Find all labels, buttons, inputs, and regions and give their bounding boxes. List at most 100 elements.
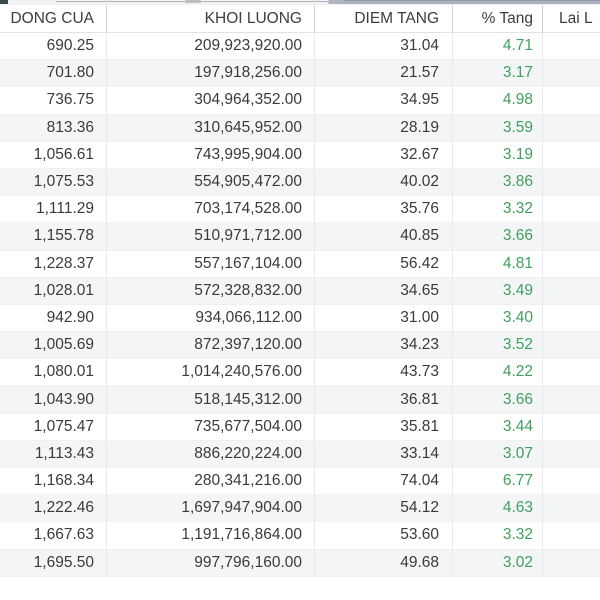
column-header-dong-cua[interactable]: DONG CUA — [0, 5, 107, 32]
cell-pct-tang[interactable]: 3.32 — [453, 196, 543, 223]
table-row[interactable]: 1,005.69 872,397,120.00 34.23 3.52 — [0, 332, 600, 360]
column-header-diem-tang[interactable]: DIEM TANG — [315, 5, 453, 32]
cell-lai[interactable] — [543, 278, 600, 304]
cell-lai[interactable] — [543, 495, 600, 521]
cell-dong-cua[interactable]: 1,155.78 — [0, 223, 107, 250]
cell-diem-tang[interactable]: 31.04 — [315, 33, 453, 60]
cell-dong-cua[interactable]: 690.25 — [0, 33, 107, 60]
cell-dong-cua[interactable]: 1,075.47 — [0, 413, 107, 440]
cell-dong-cua[interactable]: 1,222.46 — [0, 495, 107, 522]
cell-khoi-luong[interactable]: 554,905,472.00 — [107, 168, 315, 196]
table-row[interactable]: 942.90 934,066,112.00 31.00 3.40 — [0, 304, 600, 333]
cell-diem-tang[interactable]: 21.57 — [315, 60, 453, 87]
cell-pct-tang[interactable]: 4.98 — [453, 87, 543, 114]
cell-dong-cua[interactable]: 1,028.01 — [0, 277, 107, 304]
table-row[interactable]: 1,080.01 1,014,240,576.00 43.73 4.22 — [0, 359, 600, 387]
table-row[interactable]: 1,075.47 735,677,504.00 35.81 3.44 — [0, 413, 600, 441]
cell-pct-tang[interactable]: 3.52 — [453, 332, 543, 359]
table-row[interactable]: 1,228.37 557,167,104.00 56.42 4.81 — [0, 250, 600, 278]
cell-khoi-luong[interactable]: 310,645,952.00 — [107, 114, 315, 141]
table-row[interactable]: 690.25 209,923,920.00 31.04 4.71 — [0, 33, 600, 61]
cell-lai[interactable] — [543, 196, 600, 222]
column-header-khoi-luong[interactable]: KHOI LUONG — [107, 5, 315, 32]
cell-khoi-luong[interactable]: 872,397,120.00 — [107, 332, 315, 359]
cell-khoi-luong[interactable]: 735,677,504.00 — [107, 413, 315, 440]
cell-diem-tang[interactable]: 56.42 — [315, 250, 453, 277]
cell-khoi-luong[interactable]: 1,191,716,864.00 — [107, 522, 315, 549]
table-row[interactable]: 1,028.01 572,328,832.00 34.65 3.49 — [0, 277, 600, 305]
cell-diem-tang[interactable]: 40.85 — [315, 223, 453, 250]
cell-diem-tang[interactable]: 31.00 — [315, 304, 453, 332]
cell-diem-tang[interactable]: 33.14 — [315, 440, 453, 467]
table-row[interactable]: 1,695.50 997,796,160.00 49.68 3.02 — [0, 549, 600, 577]
cell-pct-tang[interactable]: 3.19 — [453, 141, 543, 168]
cell-lai[interactable] — [543, 115, 600, 141]
cell-pct-tang[interactable]: 4.22 — [453, 359, 543, 386]
cell-pct-tang[interactable]: 4.71 — [453, 33, 543, 60]
cell-pct-tang[interactable]: 3.17 — [453, 60, 543, 87]
cell-khoi-luong[interactable]: 743,995,904.00 — [107, 141, 315, 168]
cell-khoi-luong[interactable]: 510,971,712.00 — [107, 223, 315, 250]
horizontal-scrollbar-thumb[interactable] — [344, 0, 600, 4]
cell-diem-tang[interactable]: 40.02 — [315, 168, 453, 196]
cell-pct-tang[interactable]: 3.66 — [453, 223, 543, 250]
cell-lai[interactable] — [543, 87, 600, 113]
cell-lai[interactable] — [543, 441, 600, 467]
cell-diem-tang[interactable]: 34.23 — [315, 332, 453, 359]
cell-khoi-luong[interactable]: 197,918,256.00 — [107, 60, 315, 87]
table-row[interactable]: 1,168.34 280,341,216.00 74.04 6.77 — [0, 468, 600, 496]
column-header-pct-tang[interactable]: % Tang — [453, 5, 543, 32]
cell-pct-tang[interactable]: 3.49 — [453, 277, 543, 304]
table-row[interactable]: 1,222.46 1,697,947,904.00 54.12 4.63 — [0, 495, 600, 523]
cell-dong-cua[interactable]: 1,667.63 — [0, 522, 107, 549]
cell-diem-tang[interactable]: 36.81 — [315, 386, 453, 413]
cell-diem-tang[interactable]: 35.76 — [315, 196, 453, 223]
cell-pct-tang[interactable]: 4.63 — [453, 495, 543, 522]
cell-dong-cua[interactable]: 1,056.61 — [0, 141, 107, 168]
cell-pct-tang[interactable]: 3.59 — [453, 114, 543, 141]
cell-khoi-luong[interactable]: 997,796,160.00 — [107, 549, 315, 576]
cell-lai[interactable] — [543, 468, 600, 494]
cell-diem-tang[interactable]: 53.60 — [315, 522, 453, 549]
cell-pct-tang[interactable]: 3.40 — [453, 304, 543, 332]
cell-khoi-luong[interactable]: 557,167,104.00 — [107, 250, 315, 277]
table-row[interactable]: 1,667.63 1,191,716,864.00 53.60 3.32 — [0, 522, 600, 550]
cell-diem-tang[interactable]: 32.67 — [315, 141, 453, 168]
cell-dong-cua[interactable]: 1,168.34 — [0, 468, 107, 495]
cell-diem-tang[interactable]: 43.73 — [315, 359, 453, 386]
table-row[interactable]: 1,113.43 886,220,224.00 33.14 3.07 — [0, 440, 600, 468]
cell-dong-cua[interactable]: 1,228.37 — [0, 250, 107, 277]
cell-pct-tang[interactable]: 4.81 — [453, 250, 543, 277]
table-row[interactable]: 813.36 310,645,952.00 28.19 3.59 — [0, 114, 600, 142]
cell-dong-cua[interactable]: 1,080.01 — [0, 359, 107, 386]
table-row[interactable]: 736.75 304,964,352.00 34.95 4.98 — [0, 87, 600, 115]
cell-diem-tang[interactable]: 34.65 — [315, 277, 453, 304]
cell-pct-tang[interactable]: 3.66 — [453, 386, 543, 413]
cell-lai[interactable] — [543, 305, 600, 331]
cell-dong-cua[interactable]: 1,043.90 — [0, 386, 107, 413]
cell-khoi-luong[interactable]: 572,328,832.00 — [107, 277, 315, 304]
cell-khoi-luong[interactable]: 209,923,920.00 — [107, 33, 315, 60]
cell-lai[interactable] — [543, 60, 600, 86]
cell-pct-tang[interactable]: 3.44 — [453, 413, 543, 440]
table-row[interactable]: 1,043.90 518,145,312.00 36.81 3.66 — [0, 386, 600, 414]
cell-khoi-luong[interactable]: 1,697,947,904.00 — [107, 495, 315, 522]
cell-lai[interactable] — [543, 332, 600, 358]
column-header-lai[interactable]: Lai L — [559, 9, 593, 27]
cell-lai[interactable] — [543, 142, 600, 168]
cell-diem-tang[interactable]: 49.68 — [315, 549, 453, 576]
cell-diem-tang[interactable]: 35.81 — [315, 413, 453, 440]
cell-diem-tang[interactable]: 54.12 — [315, 495, 453, 522]
cell-diem-tang[interactable]: 28.19 — [315, 114, 453, 141]
cell-lai[interactable] — [543, 522, 600, 548]
cell-lai[interactable] — [543, 414, 600, 440]
cell-khoi-luong[interactable]: 518,145,312.00 — [107, 386, 315, 413]
cell-khoi-luong[interactable]: 304,964,352.00 — [107, 87, 315, 114]
cell-dong-cua[interactable]: 1,075.53 — [0, 168, 107, 196]
table-row[interactable]: 701.80 197,918,256.00 21.57 3.17 — [0, 60, 600, 88]
cell-dong-cua[interactable]: 736.75 — [0, 87, 107, 114]
cell-lai[interactable] — [543, 359, 600, 385]
cell-lai[interactable] — [543, 33, 600, 59]
cell-khoi-luong[interactable]: 280,341,216.00 — [107, 468, 315, 495]
cell-pct-tang[interactable]: 3.07 — [453, 440, 543, 467]
